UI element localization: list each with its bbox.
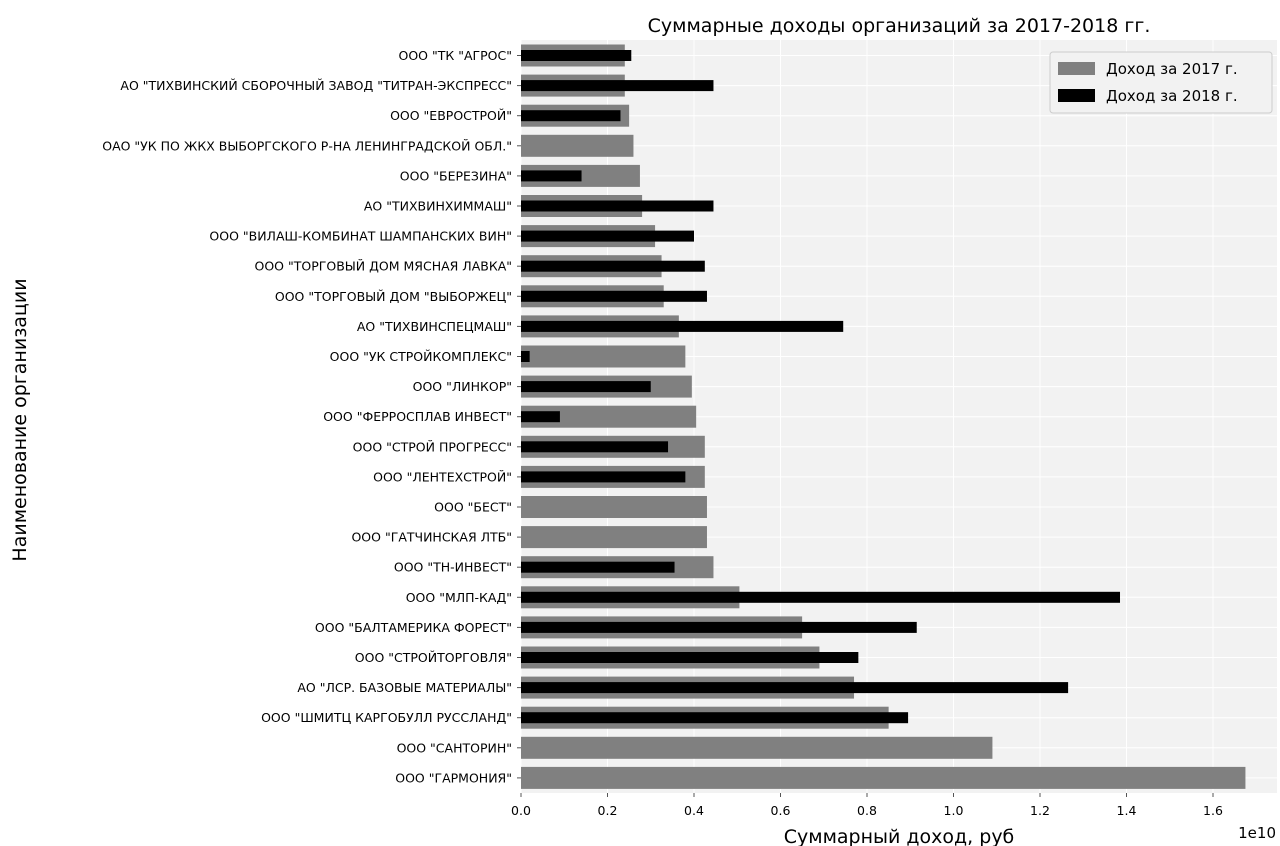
category-label: АО "ТИХВИНХИММАШ" [364, 199, 512, 214]
x-tick-label: 0.6 [771, 803, 791, 818]
category-label: ООО "МЛП-КАД" [406, 590, 512, 605]
legend-box [1049, 51, 1273, 114]
x-tick-label: 1.4 [1117, 803, 1137, 818]
bar-2018 [521, 381, 651, 393]
category-label: ООО "ЛИНКОР" [413, 379, 512, 394]
bar-2018 [521, 471, 686, 483]
category-label: ООО "ШМИТЦ КАРГОБУЛЛ РУССЛАНД" [261, 710, 512, 725]
bar-2018 [521, 260, 705, 272]
category-label: ОАО "УК ПО ЖКХ ВЫБОРГСКОГО Р-НА ЛЕНИНГРА… [102, 138, 512, 153]
bar-2017 [521, 526, 707, 549]
legend-swatch-2017 [1058, 62, 1095, 75]
bar-2018 [521, 411, 560, 423]
x-tick-labels: 0.0 0.2 0.4 0.6 0.8 1.0 1.2 1.4 1.6 [511, 793, 1223, 818]
category-label: АО "ТИХВИНСПЕЦМАШ" [357, 319, 512, 334]
x-tick-label: 1.2 [1030, 803, 1050, 818]
legend-swatch-2018 [1058, 89, 1095, 102]
x-axis-label: Суммарный доход, руб [784, 826, 1015, 846]
x-tick-label: 0.0 [511, 803, 531, 818]
category-label: АО "ТИХВИНСКИЙ СБОРОЧНЫЙ ЗАВОД "ТИТРАН-Э… [120, 78, 512, 93]
x-offset-text: 1e10 [1238, 824, 1276, 842]
bar-2018 [521, 712, 909, 724]
bar-2018 [521, 200, 714, 212]
category-label: ООО "БЕСТ" [434, 500, 512, 515]
bar-2017 [521, 134, 634, 157]
bar-2018 [521, 621, 917, 633]
category-label: АО "ЛСР. БАЗОВЫЕ МАТЕРИАЛЫ" [297, 680, 512, 695]
category-label: ООО "САНТОРИН" [397, 740, 512, 755]
category-labels: ООО "ТК "АГРОС" АО "ТИХВИНСКИЙ СБОРОЧНЫЙ … [102, 48, 521, 785]
bar-2017 [521, 405, 697, 428]
x-tick-label: 0.4 [684, 803, 704, 818]
bar-2018 [521, 230, 694, 242]
bar-2018 [521, 170, 582, 182]
bar-2018 [521, 652, 859, 663]
bar-2018 [521, 682, 1069, 694]
x-tick-label: 1.6 [1203, 803, 1223, 818]
bar-2018 [521, 351, 530, 362]
category-label: ООО "СТРОЙТОРГОВЛЯ" [355, 650, 512, 665]
bar-2018 [521, 50, 632, 61]
legend-label-2018: Доход за 2018 г. [1106, 87, 1238, 105]
bar-2018 [521, 441, 669, 453]
category-label: ООО "БЕРЕЗИНА" [400, 168, 512, 183]
category-label: ООО "ВИЛАШ-КОМБИНАТ ШАМПАНСКИХ ВИН" [209, 229, 512, 244]
bar-2017 [521, 345, 686, 368]
x-tick-label: 0.2 [598, 803, 618, 818]
category-label: ООО "БАЛТАМЕРИКА ФОРЕСТ" [315, 620, 512, 635]
bar-2017 [521, 736, 993, 759]
category-label: ООО "ГАТЧИНСКАЯ ЛТБ" [351, 530, 512, 545]
category-label: ООО "ЕВРОСТРОЙ" [390, 108, 512, 123]
bar-2018 [521, 110, 621, 122]
x-tick-label: 0.8 [857, 803, 877, 818]
category-label: ООО "ТК "АГРОС" [398, 48, 512, 63]
bar-2018 [521, 561, 675, 573]
bar-2018 [521, 80, 714, 92]
x-tick-label: 1.0 [944, 803, 964, 818]
y-axis-label: Наименование организации [9, 278, 31, 561]
bar-2018 [521, 320, 844, 332]
category-label: ООО "ТН-ИНВЕСТ" [394, 560, 512, 575]
series-2018-bars [521, 50, 1121, 724]
category-label: ООО "УК СТРОЙКОМПЛЕКС" [330, 349, 512, 364]
legend: Доход за 2017 г. Доход за 2018 г. [1049, 51, 1273, 114]
category-label: ООО "СТРОЙ ПРОГРЕСС" [353, 439, 512, 454]
legend-label-2017: Доход за 2017 г. [1106, 60, 1238, 78]
category-label: ООО "ТОРГОВЫЙ ДОМ "ВЫБОРЖЕЦ" [275, 289, 512, 304]
bar-2018 [521, 290, 707, 302]
bar-2018 [521, 591, 1121, 603]
chart-title: Суммарные доходы организаций за 2017-201… [648, 15, 1151, 37]
bar-2017 [521, 496, 707, 518]
bar-2017 [521, 766, 1246, 789]
category-label: ООО "ТОРГОВЫЙ ДОМ МЯСНАЯ ЛАВКА" [254, 259, 512, 274]
category-label: ООО "ГАРМОНИЯ" [395, 770, 512, 785]
category-label: ООО "ФЕРРОСПЛАВ ИНВЕСТ" [323, 409, 512, 424]
category-label: ООО "ЛЕНТЕХСТРОЙ" [373, 469, 512, 484]
